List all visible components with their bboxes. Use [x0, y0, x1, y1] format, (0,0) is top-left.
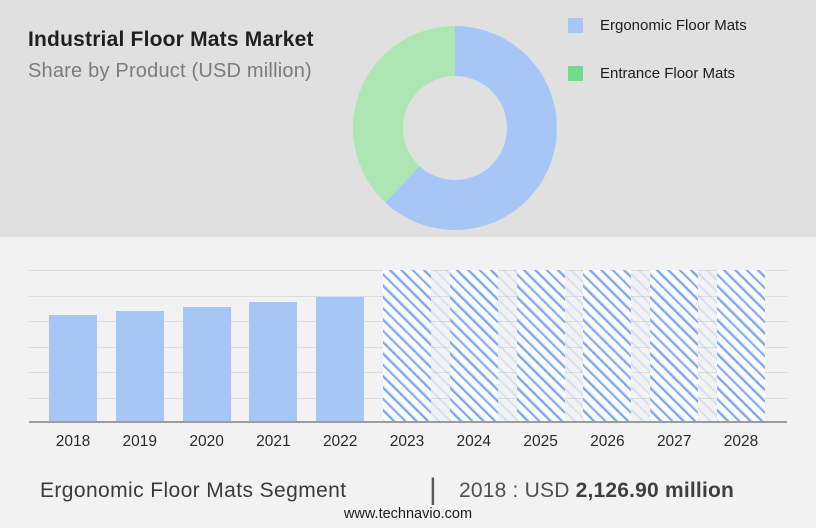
chart-panel: 2018 2019 2020 2021 2022 2023 2024 2025 2026 2027… [0, 237, 816, 528]
page-subtitle: Share by Product (USD million) [28, 60, 312, 82]
legend-label: Ergonomic Floor Mats [600, 17, 747, 34]
legend-label: Entrance Floor Mats [600, 65, 736, 82]
x-tick-2019: 2019 [122, 433, 158, 450]
segment-stat: 2018 : USD 2,126.90 million [459, 479, 734, 503]
forecast-bar-2025 [516, 270, 565, 423]
bar-2020 [182, 307, 231, 423]
x-tick-2026: 2026 [590, 433, 625, 450]
segment-label: Ergonomic Floor Mats Segment [40, 479, 347, 502]
x-tick-2027: 2027 [656, 433, 692, 450]
x-tick-2028: 2028 [723, 433, 759, 450]
header-panel: Industrial Floor Mats Market Share by Pr… [0, 0, 816, 237]
x-tick-2024: 2024 [456, 433, 492, 450]
donut-chart [353, 26, 557, 230]
x-tick-2020: 2020 [189, 433, 224, 450]
donut-hole [403, 76, 507, 180]
caption-row: Ergonomic Floor Mats Segment | 2018 : US… [0, 473, 816, 511]
bar-2018 [49, 314, 97, 423]
x-tick-2023: 2023 [389, 433, 425, 450]
bar-2019 [115, 311, 164, 423]
x-tick-2025: 2025 [523, 433, 558, 450]
forecast-bar-2026 [583, 270, 632, 423]
page-title: Industrial Floor Mats Market [28, 28, 314, 51]
x-tick-2021: 2021 [256, 433, 291, 450]
x-tick-2022: 2022 [322, 433, 358, 450]
forecast-bar-2028 [717, 270, 765, 423]
x-tick-2018: 2018 [55, 433, 91, 450]
stat-prefix: 2018 : USD [459, 479, 576, 502]
x-axis-labels: 2018 2019 2020 2021 2022 2023 2024 2025 2026 2027… [29, 433, 787, 453]
caption-separator: | [429, 473, 437, 506]
bar-2021 [249, 302, 298, 423]
forecast-hatch-band [383, 270, 765, 423]
stat-value: 2,126.90 million [575, 479, 735, 502]
forecast-bar-2023 [383, 270, 431, 423]
bar-2022 [316, 296, 365, 423]
forecast-bar-2027 [650, 270, 699, 423]
legend-swatch-blue-icon [568, 18, 583, 33]
bar-plot [29, 270, 787, 423]
x-axis-line [29, 421, 787, 423]
website-link[interactable]: www.technavio.com [343, 506, 473, 522]
forecast-bar-2024 [449, 270, 498, 423]
legend-item-entrance: Entrance Floor Mats [568, 65, 735, 82]
legend-swatch-green-icon [568, 66, 583, 81]
legend-item-ergonomic: Ergonomic Floor Mats [568, 17, 747, 34]
